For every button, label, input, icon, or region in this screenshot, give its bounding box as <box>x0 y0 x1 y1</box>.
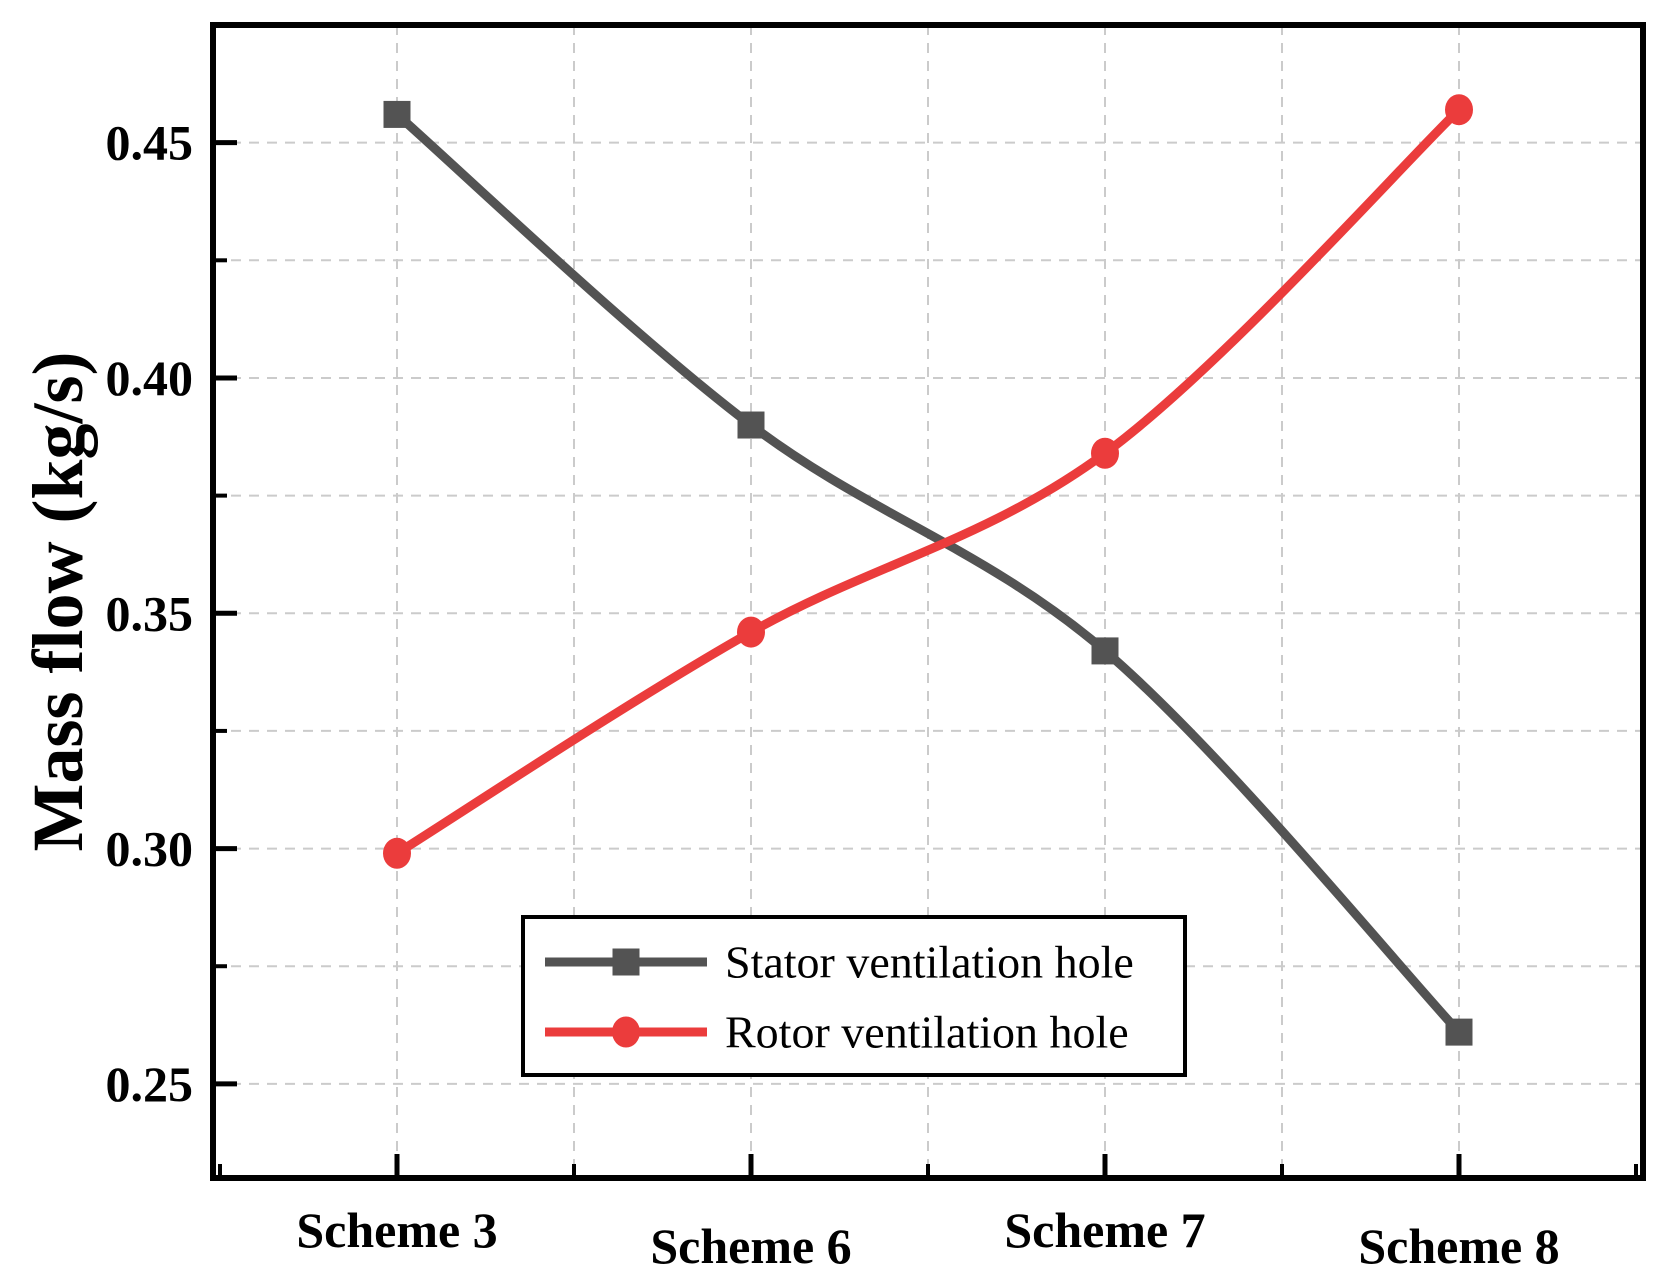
data-point-square <box>1445 1018 1473 1046</box>
legend-marker-square <box>612 948 640 976</box>
data-point-circle <box>1091 437 1119 469</box>
series-line <box>394 111 1463 1036</box>
data-point-circle <box>1445 94 1473 126</box>
x-tick-label: Scheme 3 <box>296 1202 497 1258</box>
tick-marks <box>213 140 1638 1178</box>
x-tick-label: Scheme 8 <box>1358 1218 1559 1274</box>
legend-box <box>521 915 1187 1077</box>
y-tick-label: 0.30 <box>106 821 194 877</box>
data-point-square <box>1091 637 1119 665</box>
x-tick-label: Scheme 6 <box>650 1218 851 1274</box>
y-axis-title: Mass flow (kg/s) <box>18 352 98 852</box>
series-line <box>394 106 1463 858</box>
y-tick-label: 0.45 <box>106 115 194 171</box>
legend-label: Stator ventilation hole <box>725 937 1134 988</box>
x-tick-label: Scheme 7 <box>1004 1202 1205 1258</box>
series-rotor <box>383 94 1473 869</box>
y-tick-label: 0.40 <box>106 350 194 406</box>
y-tick-label: 0.35 <box>106 585 194 641</box>
data-point-circle <box>737 616 765 648</box>
data-point-circle <box>383 837 411 869</box>
legend: Stator ventilation hole Rotor ventilation… <box>521 915 1187 1077</box>
series-stator <box>383 100 1473 1046</box>
data-point-square <box>737 411 765 439</box>
y-tick-label: 0.25 <box>106 1056 194 1112</box>
data-point-square <box>383 100 411 128</box>
legend-marker-circle <box>612 1016 640 1048</box>
legend-label: Rotor ventilation hole <box>725 1007 1129 1058</box>
